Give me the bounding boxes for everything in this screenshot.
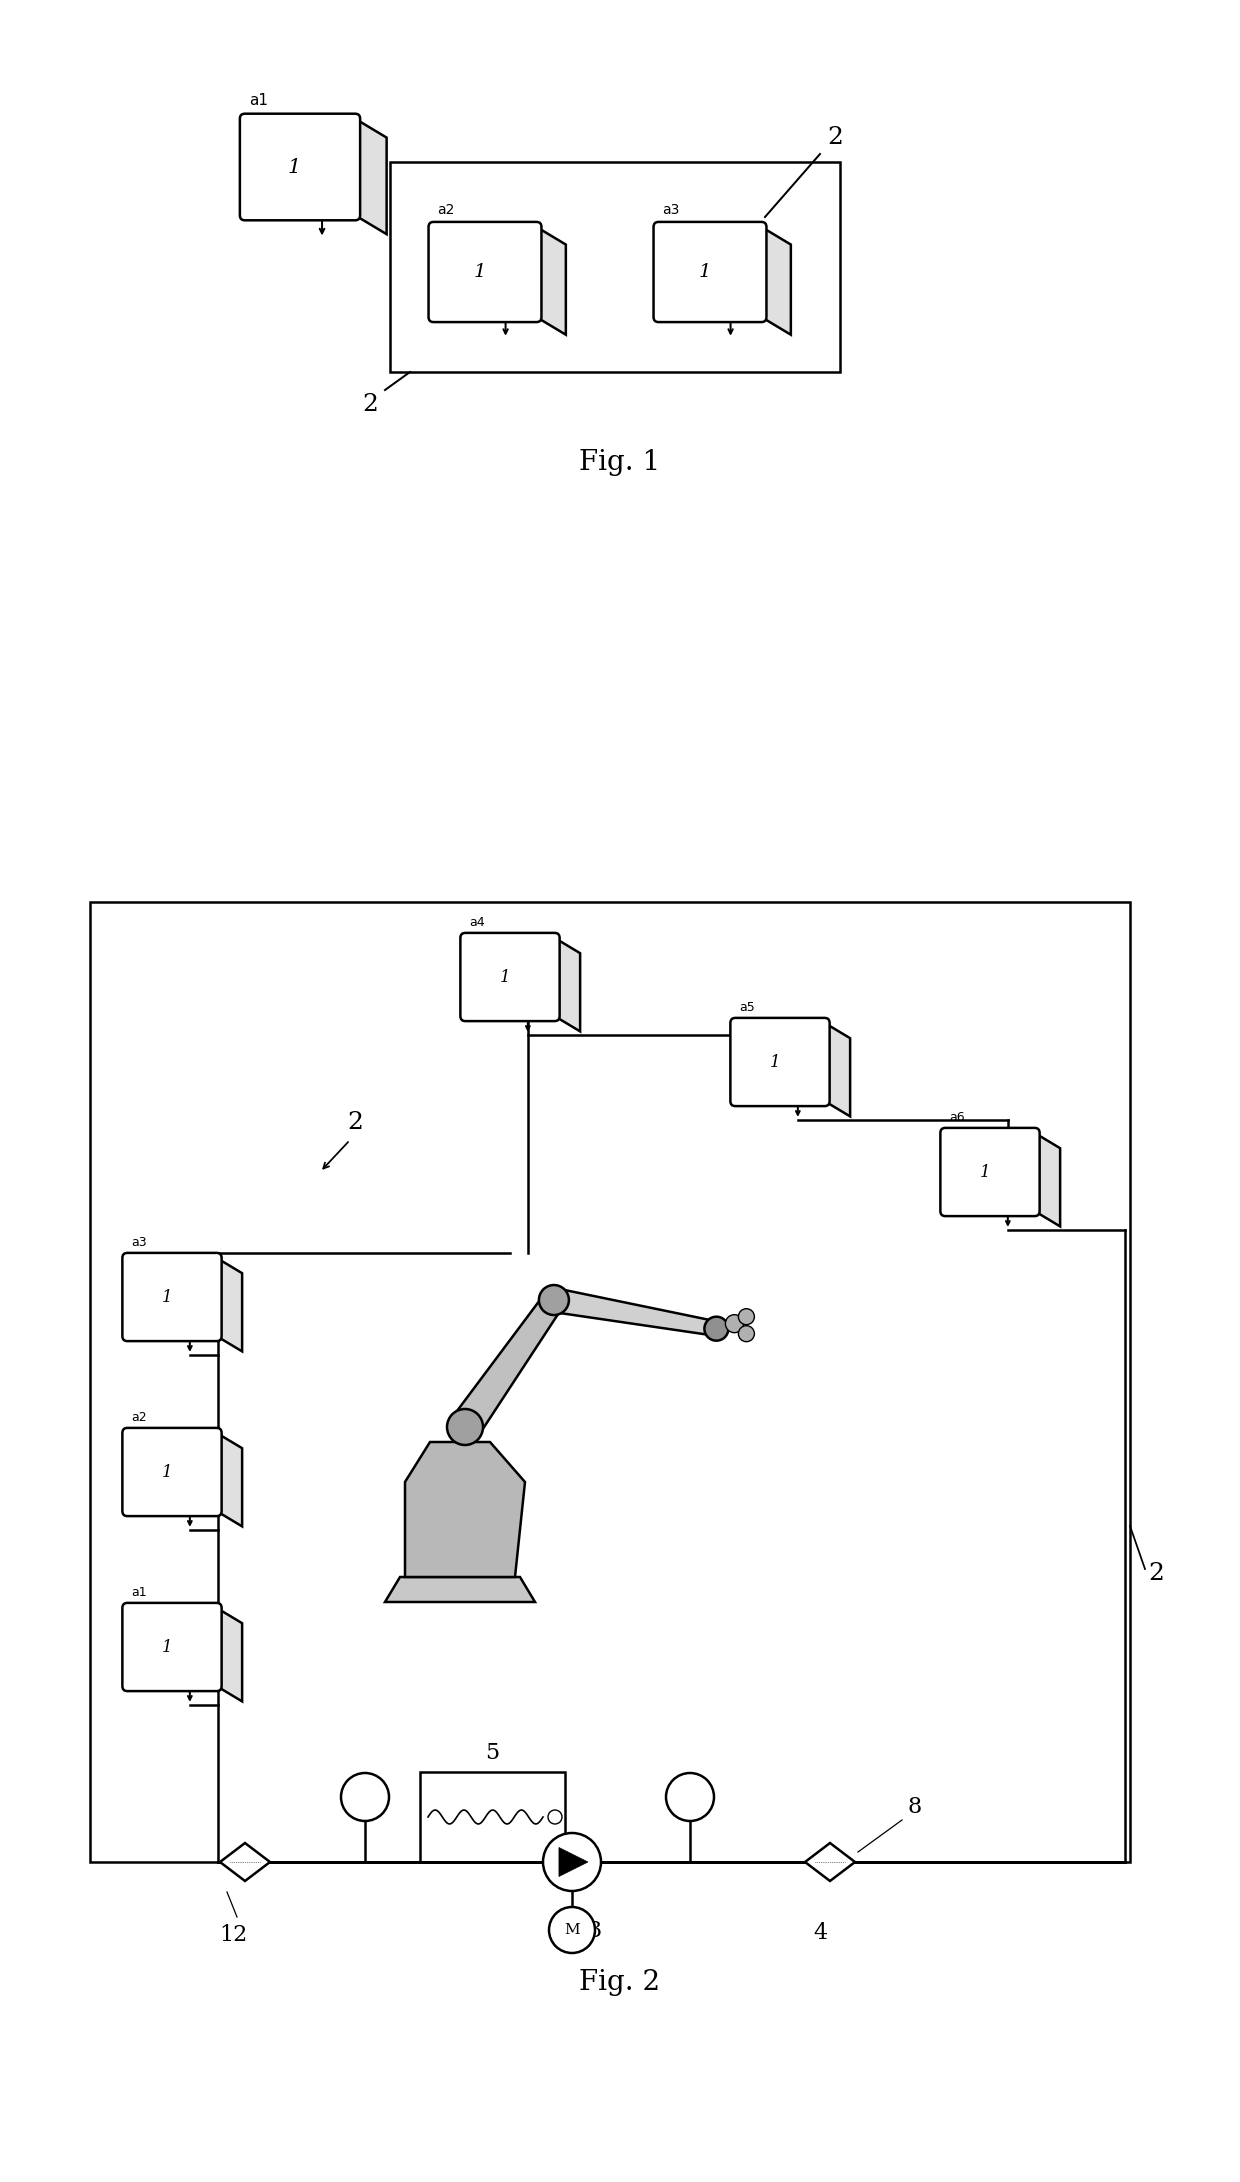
Text: a5: a5 [739,1002,754,1015]
Text: 2: 2 [1148,1562,1164,1586]
Circle shape [341,1774,389,1822]
Bar [391,161,839,371]
Text: a3: a3 [130,1237,146,1250]
Text: 2: 2 [362,393,378,415]
Circle shape [725,1316,744,1333]
FancyBboxPatch shape [123,1252,222,1342]
FancyBboxPatch shape [239,113,360,220]
Circle shape [446,1410,484,1444]
Text: 1: 1 [162,1290,172,1305]
Text: 1: 1 [770,1054,781,1071]
Text: 1: 1 [288,157,301,177]
FancyBboxPatch shape [123,1427,222,1516]
Text: 1: 1 [500,969,511,986]
Circle shape [666,1774,714,1822]
Polygon shape [405,1442,525,1578]
Text: 2: 2 [827,127,843,148]
Polygon shape [355,118,387,233]
Text: Fig. 2: Fig. 2 [579,1968,661,1997]
Text: a4: a4 [469,916,485,930]
Text: 12: 12 [219,1925,247,1946]
Polygon shape [1034,1132,1060,1226]
Polygon shape [559,1848,588,1877]
Text: 4: 4 [813,1922,827,1944]
Polygon shape [384,1578,534,1602]
Circle shape [738,1327,754,1342]
Circle shape [704,1316,728,1340]
Text: a3: a3 [662,203,680,218]
Polygon shape [217,1434,242,1527]
Text: 1: 1 [162,1639,172,1656]
Text: 1: 1 [698,264,711,281]
Text: a2: a2 [130,1412,146,1425]
Circle shape [738,1309,754,1324]
FancyBboxPatch shape [460,934,559,1021]
FancyBboxPatch shape [429,223,542,323]
Circle shape [543,1833,601,1892]
Polygon shape [537,227,565,334]
Polygon shape [219,1844,270,1881]
FancyBboxPatch shape [940,1128,1039,1215]
Polygon shape [825,1023,851,1117]
Text: 2: 2 [347,1111,363,1132]
Polygon shape [554,938,580,1032]
Text: 1: 1 [162,1464,172,1482]
Polygon shape [451,1294,563,1436]
Text: a1: a1 [130,1586,146,1599]
Text: 5: 5 [485,1741,500,1763]
Text: 1: 1 [474,264,486,281]
Polygon shape [552,1287,718,1335]
Circle shape [539,1285,569,1316]
Circle shape [548,1811,562,1824]
Text: a2: a2 [438,203,455,218]
Text: a6: a6 [949,1111,965,1124]
Polygon shape [761,227,791,334]
FancyBboxPatch shape [123,1604,222,1691]
Text: Fig. 1: Fig. 1 [579,449,661,476]
Polygon shape [805,1844,856,1881]
Text: M: M [564,1922,580,1938]
Circle shape [549,1907,595,1953]
Polygon shape [217,1608,242,1702]
Text: 3: 3 [587,1920,601,1942]
FancyBboxPatch shape [653,223,766,323]
Text: a1: a1 [249,94,268,109]
FancyBboxPatch shape [730,1017,830,1106]
Bar [91,901,1130,1861]
Bar [420,1772,565,1861]
Text: 8: 8 [908,1796,923,1818]
Text: 1: 1 [981,1163,991,1180]
Polygon shape [217,1257,242,1351]
